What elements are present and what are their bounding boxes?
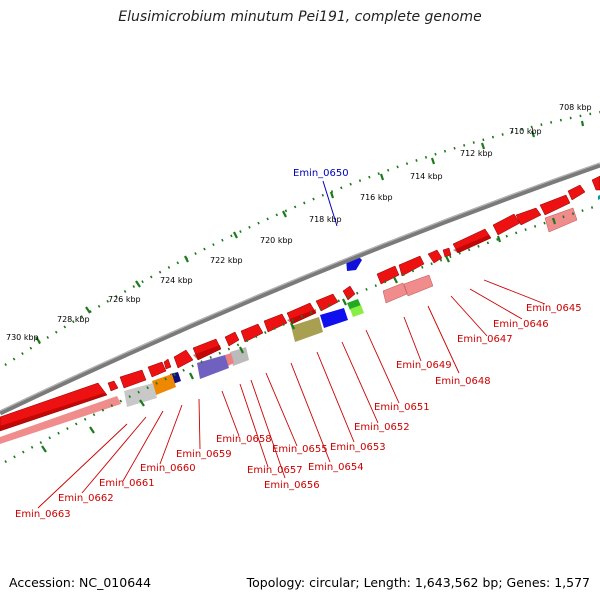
gene-label: Emin_0653 <box>330 442 386 453</box>
scale-label: 728 kbp <box>57 315 90 324</box>
scale-label: 710 kbp <box>509 127 542 136</box>
scale-label: 712 kbp <box>460 149 493 158</box>
scale-label: 714 kbp <box>410 172 443 181</box>
scale-label: 726 kbp <box>108 295 141 304</box>
leader-lines <box>37 279 546 509</box>
gene-labels[interactable]: Emin_0645 Emin_0646 Emin_0647 Emin_0648 … <box>15 303 582 520</box>
gene-label: Emin_0651 <box>374 402 430 413</box>
outer-scale-track <box>4 110 600 367</box>
gene-label: Emin_0648 <box>435 376 491 387</box>
gene-label-highlight: Emin_0650 <box>293 168 349 179</box>
gene-label: Emin_0652 <box>354 422 410 433</box>
gene-label: Emin_0645 <box>526 303 582 314</box>
scale-label: 722 kbp <box>210 256 243 265</box>
scale-label: 720 kbp <box>260 236 293 245</box>
genome-summary-text: Topology: circular; Length: 1,643,562 bp… <box>246 575 590 590</box>
gene-label: Emin_0657 <box>247 465 303 476</box>
gene-label: Emin_0661 <box>99 478 155 489</box>
gene-label: Emin_0647 <box>457 334 513 345</box>
gene-label: Emin_0663 <box>15 509 71 520</box>
scale-label: 708 kbp <box>559 103 592 112</box>
scale-labels: 708 kbp 710 kbp 712 kbp 714 kbp 716 kbp … <box>6 103 592 342</box>
accession-text: Accession: NC_010644 <box>9 575 152 590</box>
gene-label: Emin_0660 <box>140 463 196 474</box>
map-title: Elusimicrobium minutum Pei191, complete … <box>118 9 482 25</box>
gene-label: Emin_0646 <box>493 319 549 330</box>
genome-backbone <box>0 162 600 416</box>
gene-label: Emin_0659 <box>176 449 232 460</box>
scale-label: 730 kbp <box>6 333 39 342</box>
scale-label: 724 kbp <box>160 276 193 285</box>
gene-label: Emin_0658 <box>216 434 272 445</box>
gene-label: Emin_0655 <box>272 444 328 455</box>
reverse-strand-genes[interactable] <box>0 195 600 444</box>
gene-label: Emin_0654 <box>308 462 364 473</box>
forward-strand-genes[interactable] <box>0 175 600 432</box>
gene-label: Emin_0656 <box>264 480 320 491</box>
scale-label: 718 kbp <box>309 215 342 224</box>
inner-scale-track <box>4 203 600 464</box>
scale-label: 716 kbp <box>360 193 393 202</box>
gene-label: Emin_0649 <box>396 360 452 371</box>
gene-label: Emin_0662 <box>58 493 114 504</box>
